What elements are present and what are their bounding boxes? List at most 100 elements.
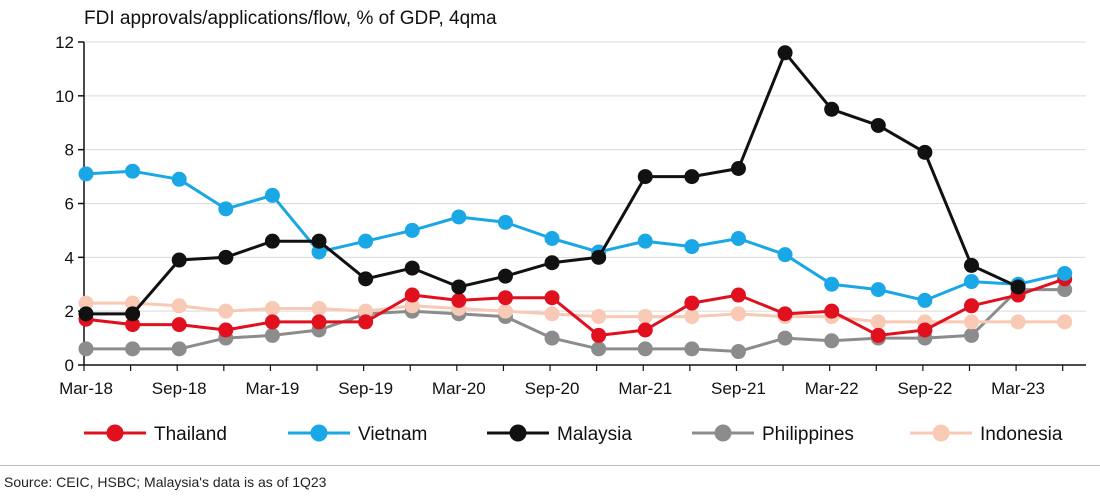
malaysia-point <box>824 101 840 117</box>
legend-item-malaysia: Malaysia <box>487 424 632 445</box>
malaysia-point <box>963 257 979 273</box>
philippines-point <box>591 341 607 357</box>
malaysia-point <box>1010 279 1026 295</box>
legend-item-thailand: Thailand <box>84 424 227 445</box>
philippines-point <box>264 327 280 343</box>
malaysia-point <box>171 252 187 268</box>
thailand-point <box>264 314 280 330</box>
indonesia-point <box>963 314 979 330</box>
thailand-point <box>637 322 653 338</box>
vietnam-point <box>358 233 374 249</box>
x-tick-label: Mar-21 <box>618 379 672 398</box>
x-tick-label: Mar-20 <box>432 379 486 398</box>
vietnam-point <box>404 222 420 238</box>
philippines-point <box>125 341 141 357</box>
indonesia-point <box>544 306 560 322</box>
thailand-point <box>777 306 793 322</box>
philippines-point <box>171 341 187 357</box>
legend: Thailand Vietnam Malaysia Philippines Indone… <box>84 424 1063 445</box>
malaysia-point <box>777 45 793 61</box>
x-tick-label: Mar-23 <box>991 379 1045 398</box>
thailand-point <box>963 298 979 314</box>
malaysia-point <box>637 169 653 185</box>
vietnam-point <box>171 171 187 187</box>
vietnam-point <box>497 214 513 230</box>
indonesia-point <box>358 303 374 319</box>
vietnam-line <box>85 169 1066 302</box>
indonesia-point <box>870 314 886 330</box>
y-tick-label: 2 <box>65 302 74 321</box>
philippines-point <box>637 341 653 357</box>
vietnam-point <box>777 247 793 263</box>
legend-item-philippines: Philippines <box>692 424 854 445</box>
x-tick-label: Sep-19 <box>338 379 393 398</box>
legend-label: Malaysia <box>557 424 632 445</box>
legend-swatch-marker <box>714 424 732 442</box>
x-tick-label: Mar-22 <box>805 379 859 398</box>
malaysia-point <box>870 117 886 133</box>
malaysia-point <box>730 161 746 177</box>
chart-title: FDI approvals/applications/flow, % of GD… <box>84 8 497 29</box>
y-tick-label: 10 <box>55 87 74 106</box>
indonesia-point <box>497 303 513 319</box>
y-tick-label: 0 <box>65 356 74 375</box>
line-chart: 0 2 4 6 8 10 12 Mar-18 Sep-18 Mar-19 Sep-19 Mar-20… <box>55 33 1086 445</box>
vietnam-point <box>264 187 280 203</box>
indonesia-point <box>637 309 653 325</box>
y-axis-ticks: 0 2 4 6 8 10 12 <box>55 33 84 375</box>
thailand-point <box>171 317 187 333</box>
x-tick-label: Sep-22 <box>897 379 952 398</box>
x-tick-label: Mar-19 <box>245 379 299 398</box>
malaysia-point <box>684 169 700 185</box>
indonesia-point <box>684 309 700 325</box>
malaysia-point <box>451 279 467 295</box>
thailand-line <box>85 277 1066 337</box>
malaysia-point <box>264 233 280 249</box>
source-divider <box>0 465 1100 466</box>
legend-swatch-marker <box>106 424 124 442</box>
legend-label: Thailand <box>154 424 227 445</box>
malaysia-point <box>125 306 141 322</box>
indonesia-point <box>591 309 607 325</box>
vietnam-point <box>544 230 560 246</box>
indonesia-point <box>125 295 141 311</box>
legend-swatch-marker <box>509 424 527 442</box>
vietnam-point <box>1057 265 1073 281</box>
source-note: Source: CEIC, HSBC; Malaysia's data is a… <box>4 474 327 490</box>
y-tick-label: 8 <box>65 141 74 160</box>
malaysia-point <box>358 271 374 287</box>
philippines-point <box>963 327 979 343</box>
philippines-point <box>777 330 793 346</box>
series-malaysia <box>78 45 1026 322</box>
thailand-point <box>404 287 420 303</box>
thailand-point <box>358 314 374 330</box>
indonesia-point <box>218 303 234 319</box>
philippines-point <box>1057 282 1073 298</box>
vietnam-point <box>218 201 234 217</box>
x-tick-label: Sep-18 <box>152 379 207 398</box>
thailand-point <box>544 290 560 306</box>
x-tick-label: Mar-18 <box>59 379 113 398</box>
indonesia-point <box>730 306 746 322</box>
thailand-point <box>497 290 513 306</box>
vietnam-point <box>917 292 933 308</box>
series-lines <box>78 45 1073 360</box>
vietnam-point <box>451 209 467 225</box>
malaysia-point <box>544 255 560 271</box>
malaysia-line <box>86 51 1019 316</box>
malaysia-point <box>311 233 327 249</box>
malaysia-point <box>497 268 513 284</box>
vietnam-point <box>78 166 94 182</box>
indonesia-point <box>264 300 280 316</box>
indonesia-point <box>171 298 187 314</box>
thailand-point <box>824 303 840 319</box>
series-thailand <box>78 271 1073 343</box>
vietnam-point <box>684 239 700 255</box>
indonesia-point <box>311 300 327 316</box>
thailand-point <box>684 295 700 311</box>
vietnam-point <box>963 274 979 290</box>
y-tick-label: 4 <box>65 248 74 267</box>
philippines-line <box>86 288 1065 353</box>
x-tick-label: Sep-20 <box>525 379 580 398</box>
legend-item-indonesia: Indonesia <box>910 424 1063 445</box>
